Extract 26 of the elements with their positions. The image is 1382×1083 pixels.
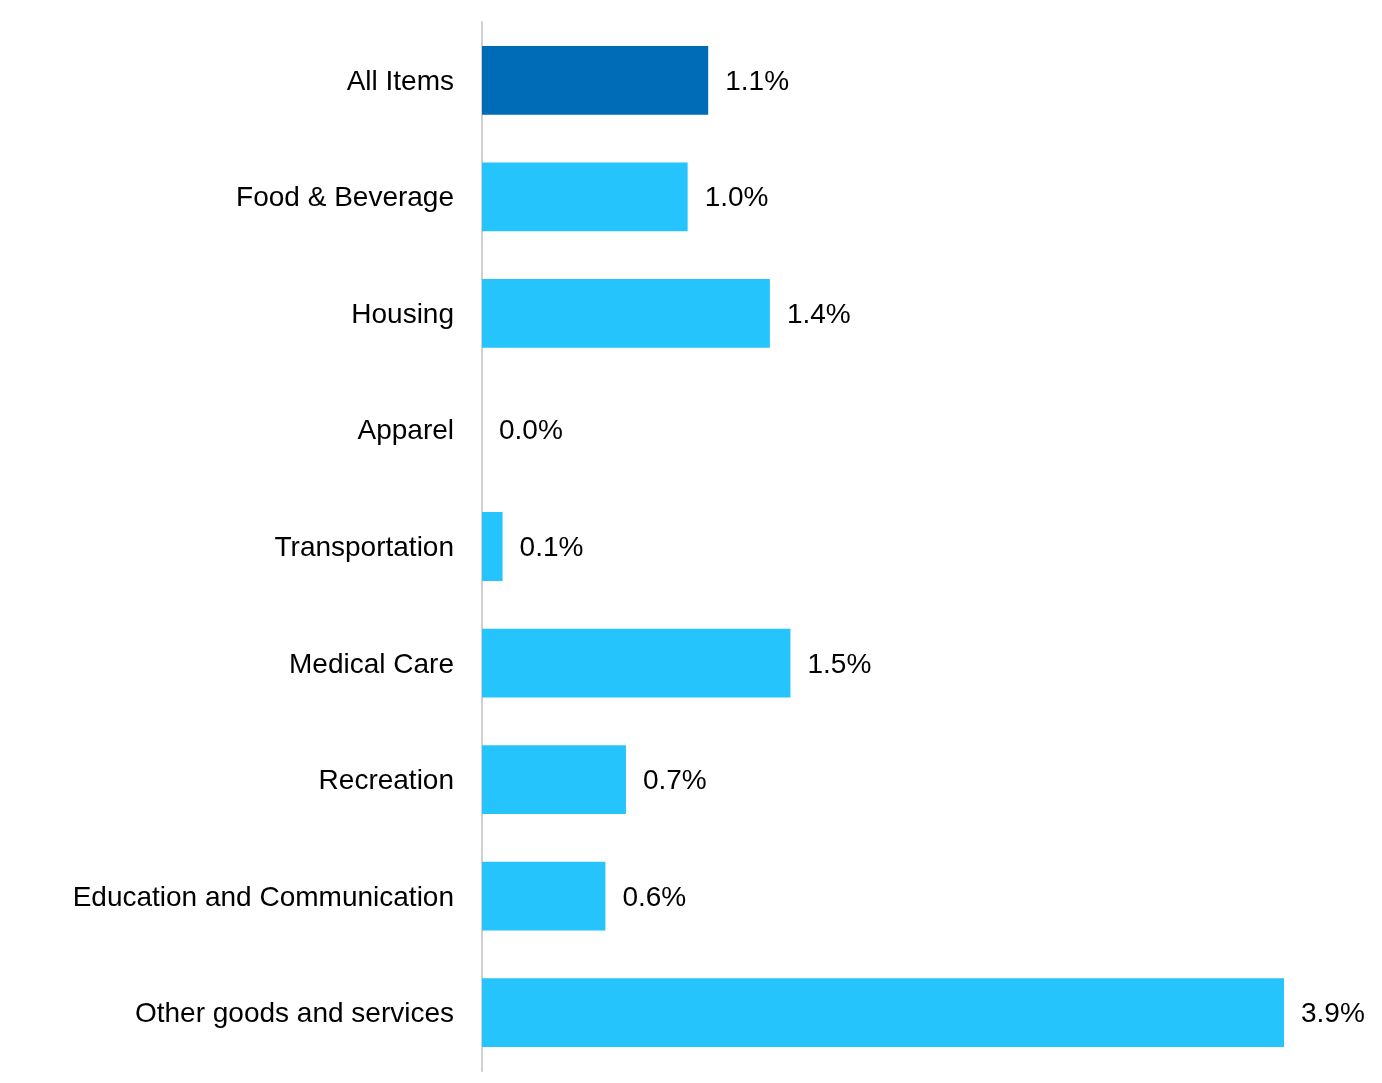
y-tick-label: Apparel (357, 414, 454, 446)
y-tick-label: Food & Beverage (236, 181, 454, 213)
data-label: 3.9% (1301, 997, 1365, 1029)
y-tick-label: All Items (346, 64, 454, 96)
bar (482, 279, 770, 348)
bar (482, 978, 1284, 1048)
data-label: 1.1% (725, 64, 790, 96)
y-tick-label: Medical Care (289, 647, 454, 679)
data-label: 0.7% (642, 764, 707, 796)
data-label: 0.0% (499, 414, 563, 446)
y-tick-label: Other goods and services (134, 997, 454, 1029)
y-tick-label: Housing (351, 297, 454, 329)
data-label: 0.6% (622, 880, 687, 912)
bar (482, 162, 688, 232)
y-tick-label: Education and Communication (72, 880, 454, 912)
bar (482, 512, 503, 581)
bar (482, 45, 709, 115)
data-label: 1.4% (786, 297, 851, 329)
bar (482, 745, 626, 814)
bar (482, 628, 791, 698)
y-tick-label: Transportation (274, 531, 454, 562)
data-label: 1.0% (704, 181, 769, 213)
y-tick-label: Recreation (318, 764, 454, 796)
data-label: 0.1% (519, 531, 584, 562)
bar (482, 861, 606, 931)
data-label: 1.5% (807, 647, 872, 679)
